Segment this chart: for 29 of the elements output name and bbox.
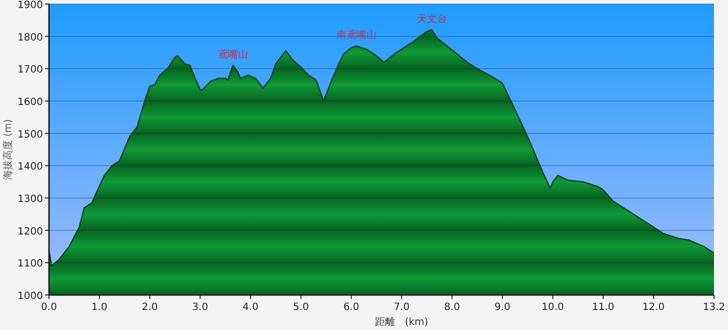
y-tick-label: 1000 — [18, 291, 43, 302]
y-tick-label: 1900 — [18, 0, 43, 11]
y-axis-title: 海拔高度 (m) — [2, 119, 14, 180]
annotation: 南鳶嘴山 — [336, 29, 376, 42]
x-tick-label: 8.0 — [444, 302, 460, 313]
y-tick-label: 1600 — [18, 97, 43, 108]
x-tick-label: 13.2 — [702, 302, 726, 313]
annotation: 天文台 — [416, 12, 447, 25]
y-tick-label: 1700 — [18, 64, 43, 76]
y-tick-label: 1800 — [18, 32, 43, 44]
x-tick-label: 7.0 — [394, 302, 410, 313]
x-tick-label: 3.0 — [192, 302, 208, 313]
x-tick-label: 9.0 — [494, 302, 510, 313]
y-tick-label: 1200 — [18, 226, 43, 238]
x-tick-label: 2.0 — [142, 302, 158, 313]
x-tick-label: 11.0 — [592, 302, 614, 313]
y-tick-label: 1500 — [18, 129, 43, 140]
x-tick-label: 4.0 — [242, 302, 258, 313]
annotation: 鳶嘴山 — [218, 48, 248, 60]
y-tick-label: 1100 — [18, 258, 43, 270]
x-tick-label: 6.0 — [343, 302, 360, 313]
x-tick-label: 1.0 — [91, 302, 108, 313]
x-tick-label: 5.0 — [292, 302, 309, 313]
y-tick-label: 1300 — [18, 194, 43, 205]
x-axis-title: 距離 (km) — [374, 316, 428, 328]
x-tick-label: 10.0 — [542, 302, 564, 313]
x-tick-label: 12.0 — [642, 302, 665, 313]
y-tick-label: 1400 — [18, 162, 43, 173]
x-tick-label: 0.0 — [41, 302, 57, 313]
